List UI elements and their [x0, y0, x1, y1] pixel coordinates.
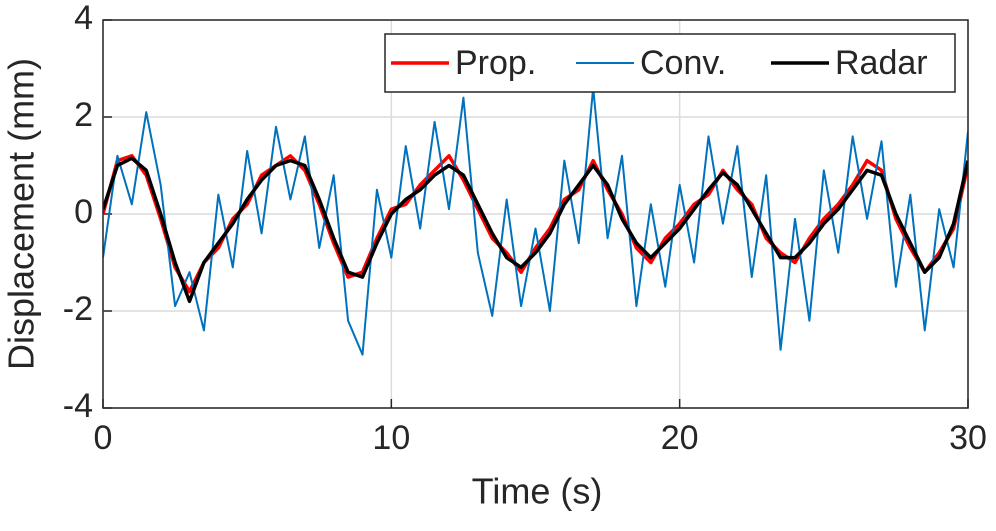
y-tick-label: -2 [63, 290, 93, 328]
x-tick-label: 20 [661, 419, 699, 457]
x-axis-label: Time (s) [472, 471, 603, 512]
y-tick-label: 4 [74, 0, 93, 37]
x-tick-label: 10 [372, 419, 410, 457]
y-tick-label: -4 [63, 387, 93, 425]
line-series [103, 156, 968, 304]
legend-label: Prop. [455, 44, 536, 82]
y-tick-label: 2 [74, 96, 93, 134]
line-series [103, 154, 968, 294]
line-series [103, 86, 968, 356]
x-tick-label: 30 [949, 419, 987, 457]
legend-label: Radar [835, 44, 928, 82]
y-axis-label: Displacement (mm) [1, 58, 42, 370]
axes-box [102, 19, 969, 409]
legend-box [384, 33, 956, 93]
y-tick-label: 0 [74, 193, 93, 231]
legend-label: Conv. [640, 44, 726, 82]
x-tick-label: 0 [94, 419, 113, 457]
